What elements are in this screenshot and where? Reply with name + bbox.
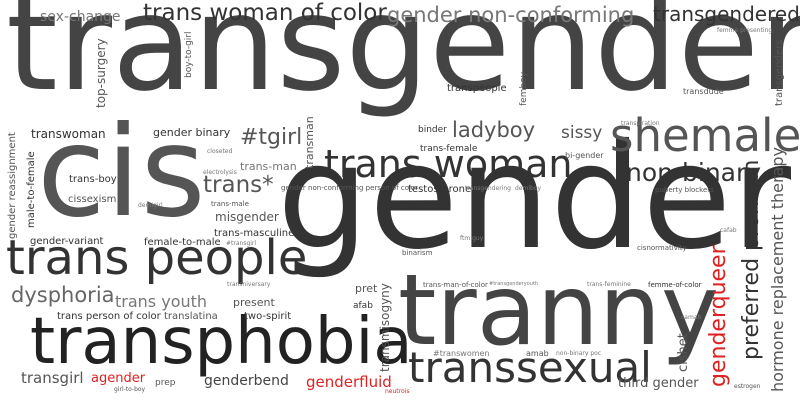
- word-transgendered: transgendered: [653, 2, 800, 26]
- word-misgender: misgender: [215, 210, 279, 224]
- word-present: present: [233, 296, 275, 309]
- word-trans-masculine: trans-masculine: [214, 228, 295, 239]
- word-transgirl: transgirl: [21, 369, 84, 387]
- word-bi-gender: bi-gender: [565, 151, 604, 160]
- word-transniversary: transniversary: [227, 281, 271, 288]
- word-gender-reassignment: gender reassignment: [7, 132, 18, 239]
- word-camab: camab: [681, 314, 702, 321]
- word-non-binary-poc: non-binary poc: [556, 350, 602, 357]
- word-cafab: cafab: [720, 227, 737, 234]
- word-hormone-replacement-therapy: hormone replacement therapy: [768, 147, 787, 392]
- word-gender-non-conforming: gender non-conforming: [387, 3, 635, 27]
- word-closeted: closeted: [207, 148, 233, 155]
- word-cissexism: cissexism: [68, 194, 117, 205]
- word-boy-to-girl: boy-to-girl: [184, 31, 194, 79]
- word-trans-man-of-color: trans-man-of-color: [423, 281, 488, 289]
- word-cishet: cishet: [676, 333, 691, 372]
- word-tgirl: #tgirl: [240, 125, 303, 150]
- word-trans-female: trans-female: [420, 144, 478, 154]
- word-estrogen: estrogen: [734, 383, 761, 390]
- word-demiboy: demiboy: [515, 185, 542, 192]
- word-femboy: femboy: [519, 71, 529, 106]
- word-gender-variant: gender-variant: [30, 236, 104, 247]
- word-genderbend: genderbend: [204, 373, 289, 389]
- word-genderqueer: genderqueer: [706, 245, 731, 387]
- word-binarism: binarism: [402, 249, 433, 257]
- word-trans-star: trans*: [203, 172, 274, 198]
- word-sex-change: sex-change: [40, 9, 121, 25]
- word-sissy: sissy: [561, 123, 603, 143]
- word-preferred-pronoun: preferred pronoun: [739, 159, 764, 360]
- word-binder: binder: [418, 125, 447, 135]
- word-trans-people: trans people: [6, 230, 308, 286]
- word-gnc-person-of-color: gender non-conforming person of color: [281, 184, 419, 192]
- word-afab: afab: [353, 301, 373, 311]
- word-trans-woman: trans woman: [324, 142, 573, 186]
- word-transdude: transdude: [683, 87, 724, 96]
- word-pret: pret: [355, 282, 378, 295]
- word-trans-man: trans-man: [240, 160, 297, 173]
- word-trans-boy: trans-boy: [69, 174, 117, 185]
- word-two-spirit: two-spirit: [244, 311, 292, 322]
- word-femme-presenting: femme presenting: [717, 27, 773, 34]
- word-non-binary: non-binary: [626, 158, 762, 187]
- word-transpeople: transpeople: [447, 83, 507, 94]
- word-testosterone: testosterone: [408, 184, 472, 195]
- word-girl-to-boy: girl-to-boy: [114, 386, 146, 393]
- word-amab: amab: [526, 349, 549, 358]
- word-trans-youth: trans youth: [115, 292, 208, 311]
- word-agender: agender: [91, 371, 146, 386]
- word-gender: gender: [277, 113, 792, 282]
- word-tranny: tranny: [398, 254, 719, 368]
- word-third-gender: third gender: [618, 376, 699, 391]
- word-shemale: shemale: [610, 109, 800, 162]
- word-trans-male: trans-male: [211, 200, 249, 208]
- word-trans-woman-of-color: trans woman of color: [143, 0, 387, 26]
- word-female-to-male: female-to-male: [144, 237, 221, 248]
- word-cisnormativity: cisnormativity: [637, 244, 687, 252]
- word-cis: cis: [37, 100, 206, 245]
- word-trans-person-of-color: trans person of color: [57, 311, 161, 322]
- word-dysphoria: dysphoria: [11, 283, 115, 307]
- word-trans-feminine: trans-feminine: [587, 281, 631, 288]
- word-femme-of-color: femme-of-color: [648, 281, 702, 289]
- word-transman: transman: [303, 116, 316, 169]
- word-neutrois: neutrois: [385, 388, 410, 395]
- word-ladyboy: ladyboy: [452, 118, 536, 142]
- word-male-to-female: male-to-female: [26, 151, 37, 228]
- word-transsexual: transsexual: [408, 343, 652, 392]
- word-transphobia: transphobia: [30, 305, 413, 379]
- word-prep: prep: [155, 378, 176, 388]
- word-transpiration: transpiration: [621, 120, 660, 127]
- word-demigirl: demigirl: [138, 202, 163, 209]
- word-transwomen-hashtag: #transwomen: [433, 349, 490, 358]
- word-electrolysis: electrolysis: [203, 169, 237, 176]
- word-transgenders: transgenders: [774, 39, 785, 106]
- word-top-surgery: top-surgery: [94, 38, 108, 108]
- word-transmisogyny: transmisogyny: [378, 283, 392, 372]
- word-gender-binary: gender binary: [153, 126, 231, 139]
- word-transgendering: transgendering: [465, 185, 511, 192]
- word-transwoman: transwoman: [31, 127, 106, 141]
- word-transgirl-hashtag: #transgirl: [226, 240, 257, 247]
- word-transgenderyouth: #transgenderyouth: [489, 281, 539, 287]
- word-transgender: transgender: [6, 0, 800, 121]
- word-ftm-guy: ftm guy: [460, 235, 484, 242]
- word-genderfluid: genderfluid: [306, 373, 392, 391]
- word-translatina: translatina: [164, 311, 218, 322]
- word-puberty-blockers: puberty blockers: [655, 186, 714, 194]
